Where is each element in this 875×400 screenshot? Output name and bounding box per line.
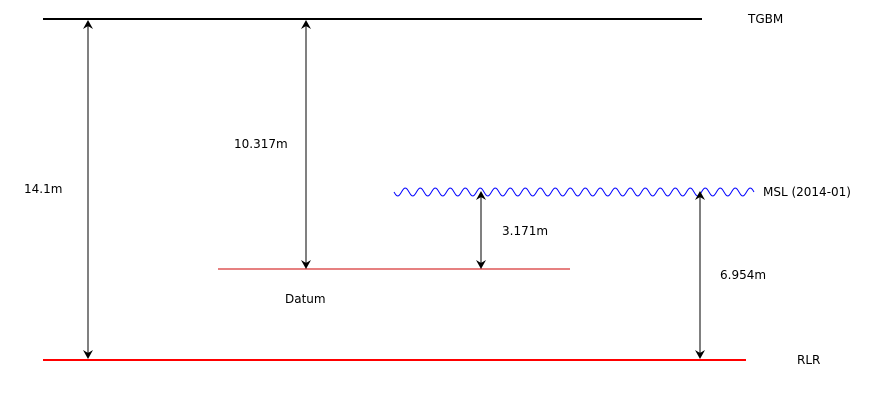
tgbm-datum-distance-label: 10.317m bbox=[234, 137, 288, 151]
datum-msl-distance-label: 3.171m bbox=[502, 224, 549, 238]
tgbm-label: TGBM bbox=[748, 12, 784, 26]
msl-wave-line bbox=[393, 187, 755, 197]
tgbm-rlr-distance-label: 14.1m bbox=[24, 182, 63, 196]
datum-label: Datum bbox=[285, 292, 326, 306]
msl-label: MSL (2014-01) bbox=[763, 185, 851, 199]
rlr-label: RLR bbox=[797, 353, 821, 367]
rlr-msl-distance-label: 6.954m bbox=[720, 268, 767, 282]
